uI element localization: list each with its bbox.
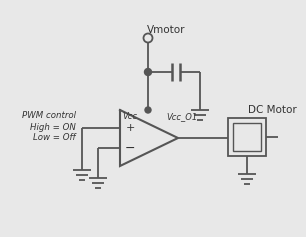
Circle shape [144,68,151,76]
Bar [228,118,266,156]
Text: High = ON: High = ON [30,123,76,132]
Circle shape [145,107,151,113]
Text: Vmotor: Vmotor [147,25,185,35]
Text: PWM control: PWM control [22,110,76,119]
Text: −: − [125,141,135,155]
Text: Vcc: Vcc [122,112,137,121]
Circle shape [144,33,152,42]
Text: Vcc_O1: Vcc_O1 [166,112,197,121]
Text: +: + [125,123,135,133]
Bar [233,123,261,151]
Text: DC Motor: DC Motor [248,105,297,115]
Text: Low = Off: Low = Off [33,133,76,142]
